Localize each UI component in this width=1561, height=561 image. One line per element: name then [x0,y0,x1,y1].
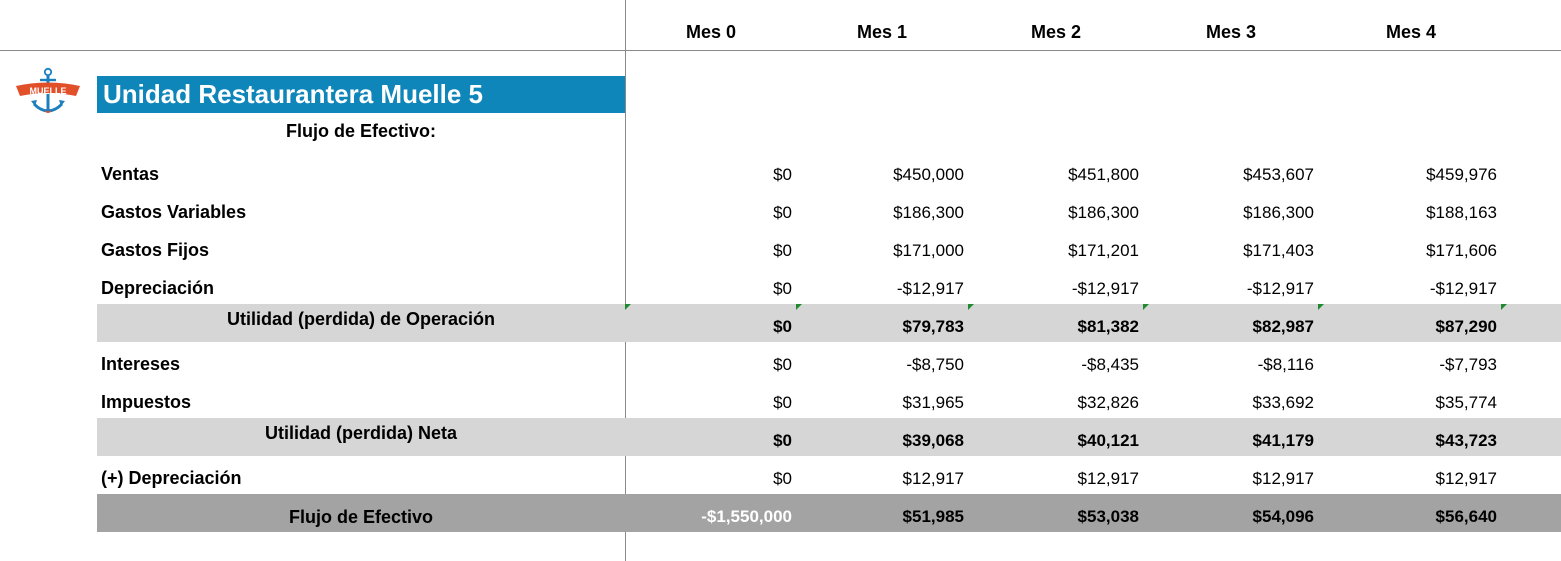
row-label-gastos-variables[interactable]: Gastos Variables [101,202,247,222]
cell-depreciacion-mes-0[interactable]: $0 [773,279,792,298]
cell-ventas-mes-0[interactable]: $0 [773,165,792,184]
row-label-impuestos[interactable]: Impuestos [101,392,192,412]
cash-flow-band [97,494,1561,532]
cell-mas-depreciacion-mes-1[interactable]: $12,917 [902,469,964,488]
cell-ventas-mes-1[interactable]: $450,000 [893,165,964,184]
cell-utilidad-operacion-mes-3[interactable]: $82,987 [1252,317,1314,336]
cell-mas-depreciacion-mes-2[interactable]: $12,917 [1077,469,1139,488]
row-label-flujo-efectivo[interactable]: Flujo de Efectivo [288,507,434,527]
cell-gastos-variables-mes-2[interactable]: $186,300 [1068,203,1139,222]
cell-comment-marker [625,304,631,310]
cell-impuestos-mes-4[interactable]: $35,774 [1435,393,1497,412]
cell-mas-depreciacion-mes-4[interactable]: $12,917 [1435,469,1497,488]
column-header-mes-2[interactable]: Mes 2 [1030,22,1082,42]
cell-utilidad-operacion-mes-4[interactable]: $87,290 [1435,317,1497,336]
cell-utilidad-operacion-mes-1[interactable]: $79,783 [902,317,964,336]
cell-gastos-variables-mes-1[interactable]: $186,300 [893,203,964,222]
cell-comment-marker [1143,304,1149,310]
row-label-ventas[interactable]: Ventas [101,164,160,184]
cell-utilidad-neta-mes-1[interactable]: $39,068 [902,431,964,450]
cell-flujo-efectivo-mes-1[interactable]: $51,985 [902,507,964,526]
cell-intereses-mes-3[interactable]: -$8,116 [1257,355,1314,374]
column-header-mes-1[interactable]: Mes 1 [856,22,908,42]
cell-gastos-fijos-mes-0[interactable]: $0 [773,241,792,260]
title-bar [97,76,625,113]
cell-comment-marker [968,304,974,310]
column-header-mes-4[interactable]: Mes 4 [1385,22,1437,42]
header-divider [0,50,1561,51]
row-label-utilidad-neta[interactable]: Utilidad (perdida) Neta [264,423,457,443]
muelle-anchor-logo: MUELLE [16,67,80,113]
cell-gastos-variables-mes-0[interactable]: $0 [773,203,792,222]
cell-mas-depreciacion-mes-3[interactable]: $12,917 [1252,469,1314,488]
cell-utilidad-neta-mes-2[interactable]: $40,121 [1077,431,1139,450]
cell-mas-depreciacion-mes-0[interactable]: $0 [773,469,792,488]
cell-gastos-variables-mes-3[interactable]: $186,300 [1243,203,1314,222]
cell-ventas-mes-3[interactable]: $453,607 [1243,165,1314,184]
cell-impuestos-mes-1[interactable]: $31,965 [902,393,964,412]
row-label-intereses[interactable]: Intereses [101,354,181,374]
cell-flujo-efectivo-mes-4[interactable]: $56,640 [1435,507,1497,526]
cell-comment-marker [1318,304,1324,310]
cell-intereses-mes-0[interactable]: $0 [773,355,792,374]
column-divider [625,0,626,561]
cell-ventas-mes-4[interactable]: $459,976 [1426,165,1497,184]
row-label-depreciacion[interactable]: Depreciación [101,278,215,298]
cell-intereses-mes-2[interactable]: -$8,435 [1081,355,1139,374]
cell-gastos-fijos-mes-1[interactable]: $171,000 [893,241,964,260]
row-label-utilidad-operacion[interactable]: Utilidad (perdida) de Operación [226,309,496,329]
column-header-mes-3[interactable]: Mes 3 [1205,22,1257,42]
section-subtitle[interactable]: Flujo de Efectivo: [285,121,436,141]
cell-depreciacion-mes-4[interactable]: -$12,917 [1429,279,1497,298]
cell-utilidad-neta-mes-0[interactable]: $0 [773,431,792,450]
cell-impuestos-mes-2[interactable]: $32,826 [1077,393,1139,412]
cell-impuestos-mes-0[interactable]: $0 [773,393,792,412]
cell-depreciacion-mes-1[interactable]: -$12,917 [896,279,964,298]
cell-flujo-efectivo-mes-0[interactable]: -$1,550,000 [701,507,792,526]
operating-income-band [97,304,1561,342]
cell-flujo-efectivo-mes-3[interactable]: $54,096 [1252,507,1314,526]
cell-utilidad-neta-mes-3[interactable]: $41,179 [1252,431,1314,450]
logo-text: MUELLE [30,86,67,96]
cell-comment-marker [1501,304,1507,310]
net-income-band [97,418,1561,456]
row-label-gastos-fijos[interactable]: Gastos Fijos [101,240,210,260]
cell-depreciacion-mes-3[interactable]: -$12,917 [1246,279,1314,298]
cell-flujo-efectivo-mes-2[interactable]: $53,038 [1077,507,1139,526]
cell-intereses-mes-1[interactable]: -$8,750 [906,355,964,374]
cell-utilidad-neta-mes-4[interactable]: $43,723 [1435,431,1497,450]
cell-gastos-fijos-mes-3[interactable]: $171,403 [1243,241,1314,260]
page-title[interactable]: Unidad Restaurantera Muelle 5 [103,79,483,109]
cell-depreciacion-mes-2[interactable]: -$12,917 [1071,279,1139,298]
cell-gastos-fijos-mes-4[interactable]: $171,606 [1426,241,1497,260]
cell-gastos-variables-mes-4[interactable]: $188,163 [1426,203,1497,222]
cell-ventas-mes-2[interactable]: $451,800 [1068,165,1139,184]
column-header-mes-0[interactable]: Mes 0 [685,22,737,42]
cell-intereses-mes-4[interactable]: -$7,793 [1439,355,1497,374]
row-label-mas-depreciacion[interactable]: (+) Depreciación [101,468,242,488]
cell-utilidad-operacion-mes-2[interactable]: $81,382 [1077,317,1139,336]
cell-impuestos-mes-3[interactable]: $33,692 [1252,393,1314,412]
cell-utilidad-operacion-mes-0[interactable]: $0 [773,317,792,336]
cell-gastos-fijos-mes-2[interactable]: $171,201 [1068,241,1139,260]
cell-comment-marker [796,304,802,310]
